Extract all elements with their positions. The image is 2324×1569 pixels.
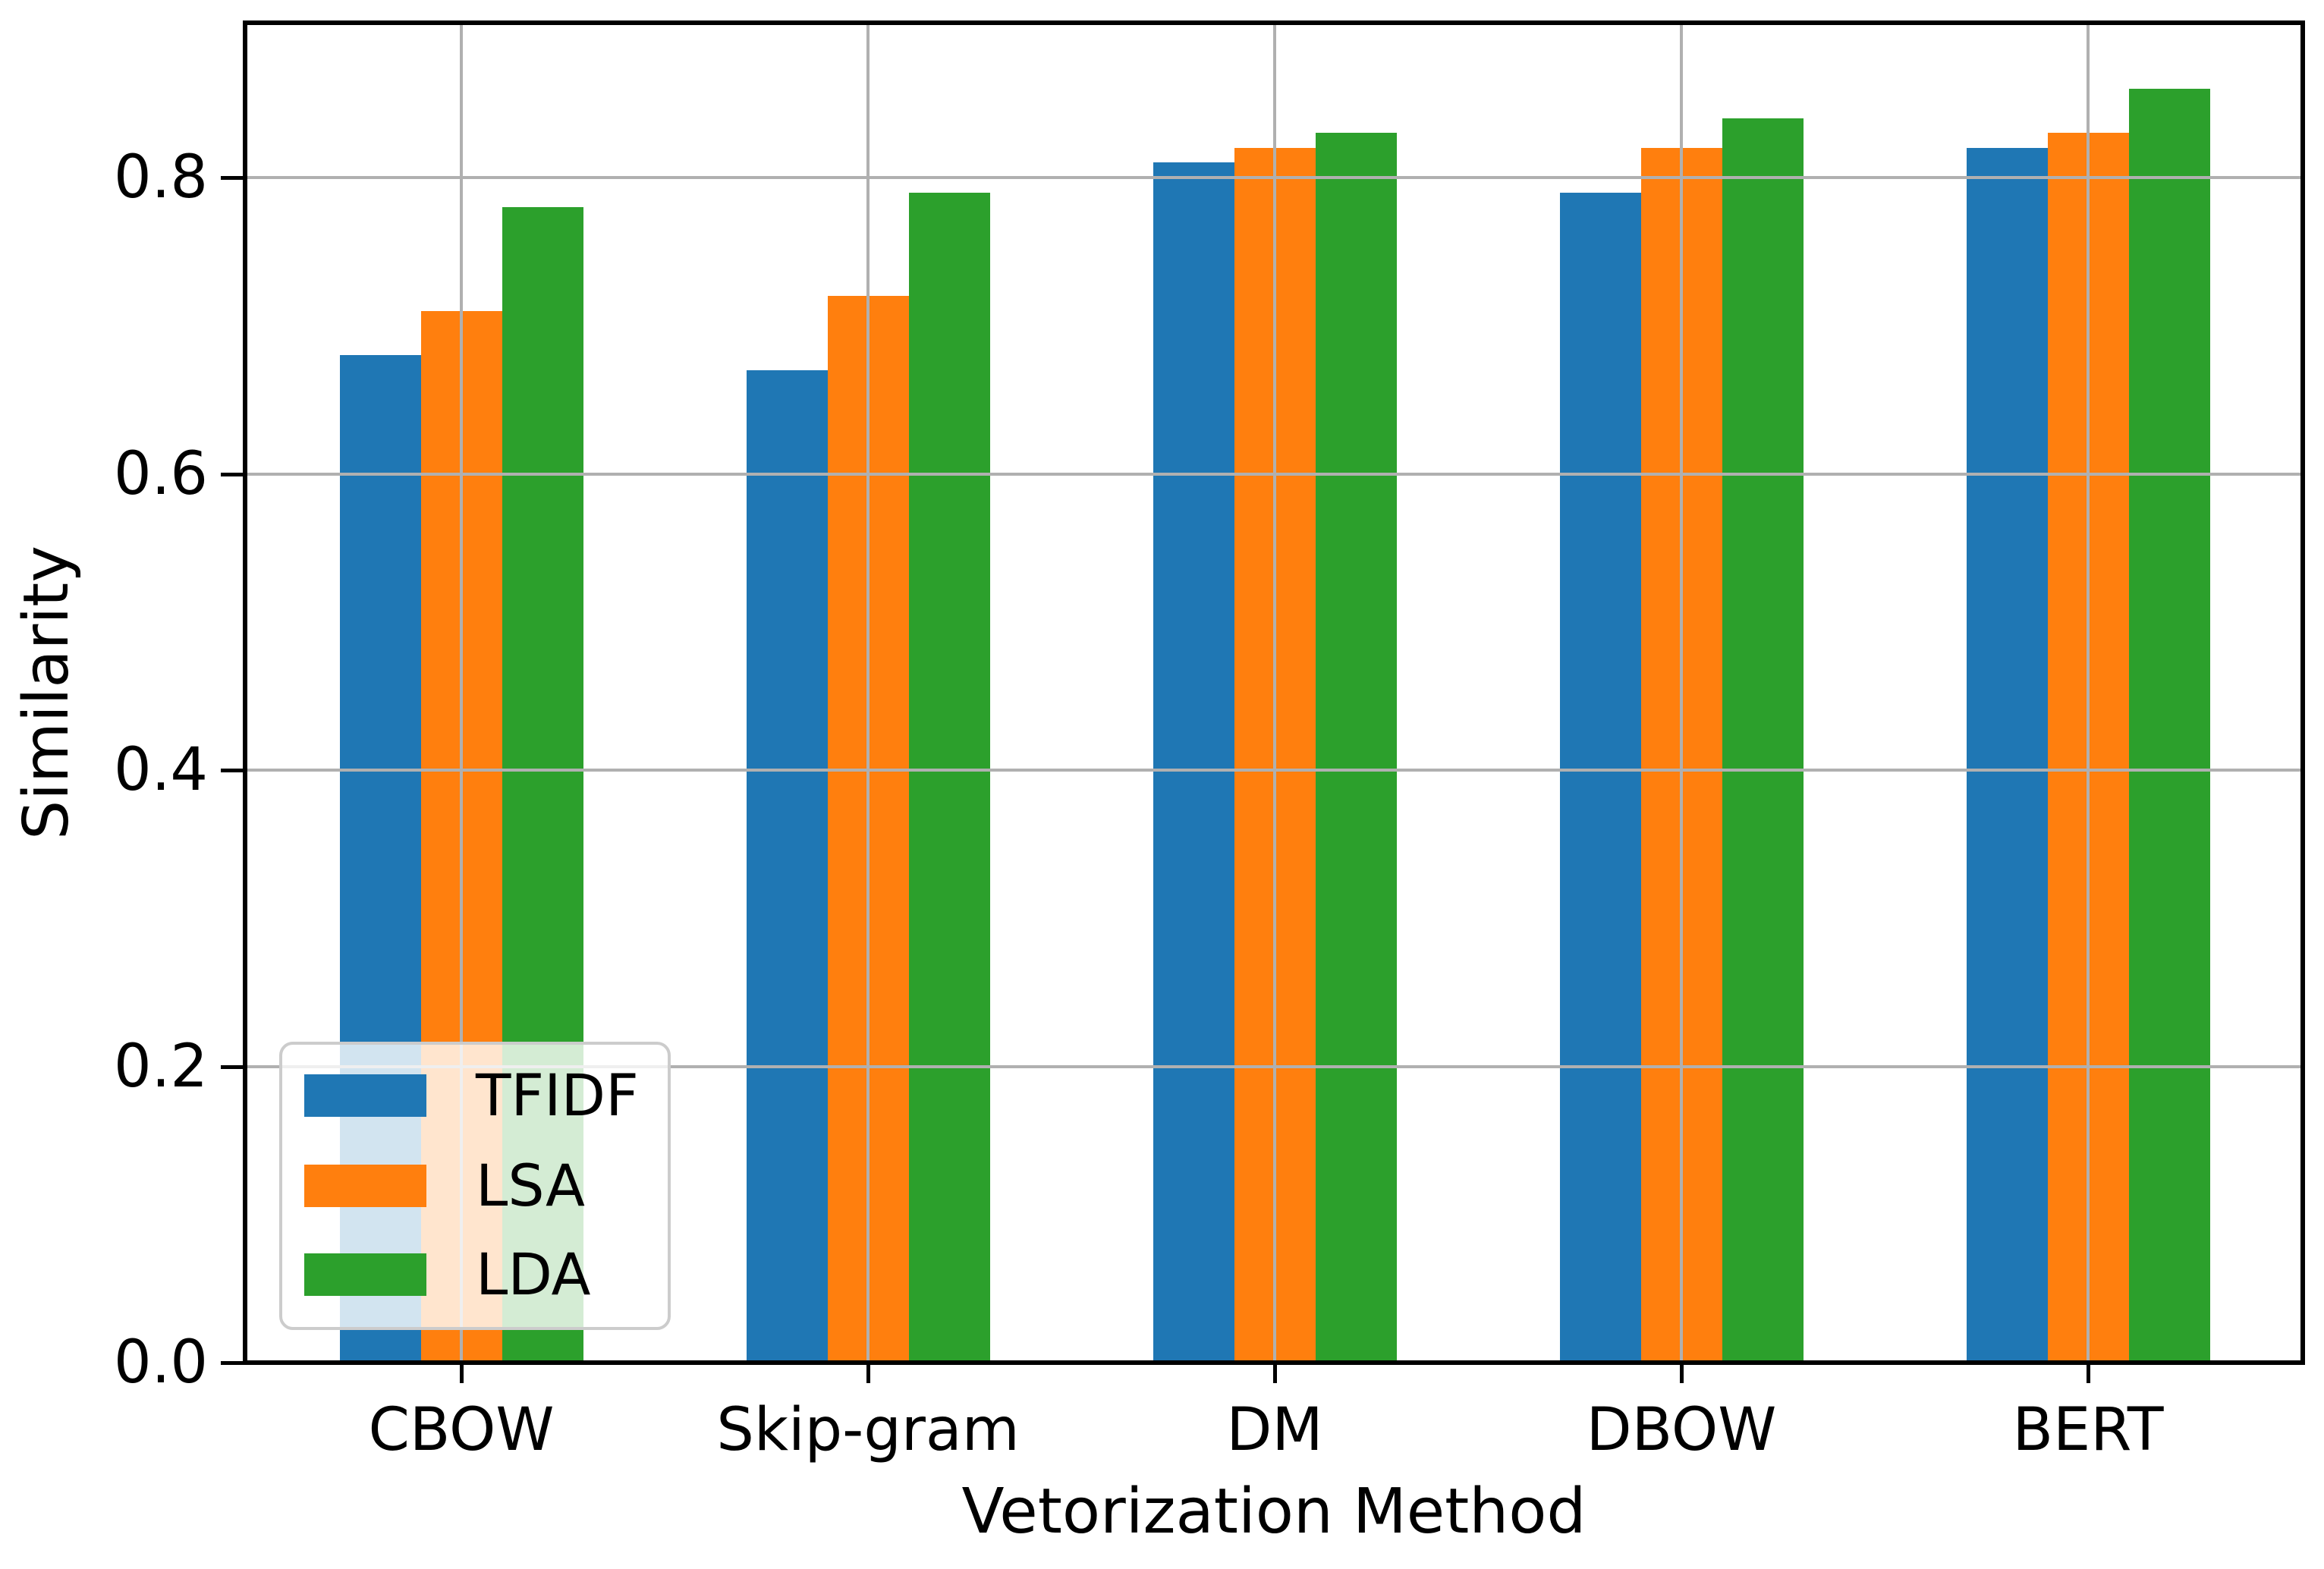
gridline-vertical	[866, 23, 870, 1363]
legend-label-tfidf: TFIDF	[476, 1061, 639, 1129]
y-axis-tick	[221, 1064, 244, 1069]
legend-swatch-lda	[304, 1253, 426, 1296]
bar-tfidf-dm	[1153, 162, 1234, 1363]
bar-tfidf-dbow	[1559, 193, 1641, 1363]
legend-swatch-lsa	[304, 1164, 426, 1207]
bar-tfidf-skip-gram	[746, 370, 828, 1363]
legend-label-lda: LDA	[476, 1240, 591, 1308]
gridline-vertical	[2087, 23, 2090, 1363]
gridline-vertical	[460, 23, 463, 1363]
bar-lda-skip-gram	[908, 193, 990, 1363]
x-tick-label: DBOW	[1586, 1396, 1777, 1464]
y-axis-tick	[221, 769, 244, 772]
legend-swatch-tfidf	[304, 1074, 426, 1117]
x-axis-tick	[866, 1363, 870, 1383]
y-axis-tick	[221, 472, 244, 476]
y-axis-label: Similarity	[11, 546, 83, 840]
x-axis-label: Vetorization Method	[961, 1476, 1587, 1548]
x-tick-label: BERT	[2012, 1396, 2164, 1464]
x-tick-label: DM	[1226, 1396, 1323, 1464]
y-tick-label: 0.0	[113, 1328, 208, 1397]
x-axis-tick	[1273, 1363, 1277, 1383]
legend-label-lsa: LSA	[476, 1151, 585, 1219]
x-tick-label: Skip-gram	[716, 1396, 1020, 1464]
bar-lda-dm	[1315, 133, 1397, 1363]
y-axis-tick	[221, 1361, 244, 1365]
y-tick-label: 0.4	[113, 736, 208, 804]
x-tick-label: CBOW	[368, 1396, 555, 1464]
y-tick-label: 0.2	[113, 1032, 208, 1101]
legend: TFIDF LSA LDA	[279, 1042, 671, 1330]
bar-lda-dbow	[1722, 118, 1804, 1363]
gridline-vertical	[1273, 23, 1276, 1363]
x-axis-tick	[2087, 1363, 2090, 1383]
y-tick-label: 0.8	[113, 143, 208, 212]
x-axis-tick	[1680, 1363, 1684, 1383]
bar-tfidf-bert	[1966, 148, 2048, 1363]
bar-lda-bert	[2128, 89, 2210, 1363]
y-axis-tick	[221, 176, 244, 180]
y-tick-label: 0.6	[113, 439, 208, 508]
x-axis-tick	[460, 1363, 464, 1383]
gridline-vertical	[1680, 23, 1683, 1363]
